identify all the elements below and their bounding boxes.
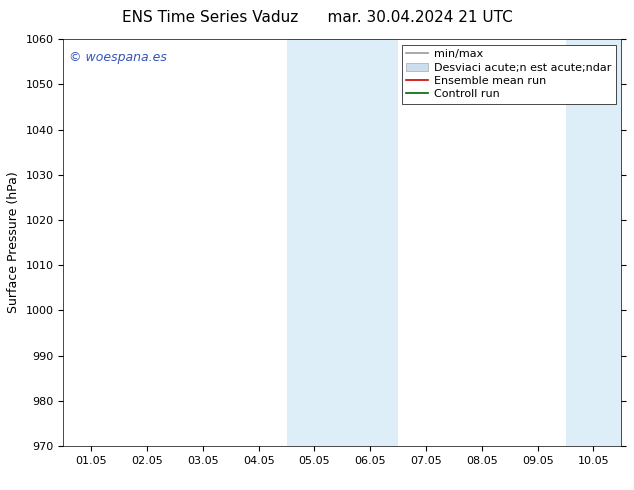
Bar [566, 39, 621, 446]
Bar [287, 39, 342, 446]
Legend: min/max, Desviaci acute;n est acute;ndar, Ensemble mean run, Controll run: min/max, Desviaci acute;n est acute;ndar… [402, 45, 616, 104]
Bar [342, 39, 398, 446]
Text: © woespana.es: © woespana.es [69, 51, 167, 64]
Y-axis label: Surface Pressure (hPa): Surface Pressure (hPa) [7, 172, 20, 314]
Text: ENS Time Series Vaduz      mar. 30.04.2024 21 UTC: ENS Time Series Vaduz mar. 30.04.2024 21… [122, 10, 512, 25]
